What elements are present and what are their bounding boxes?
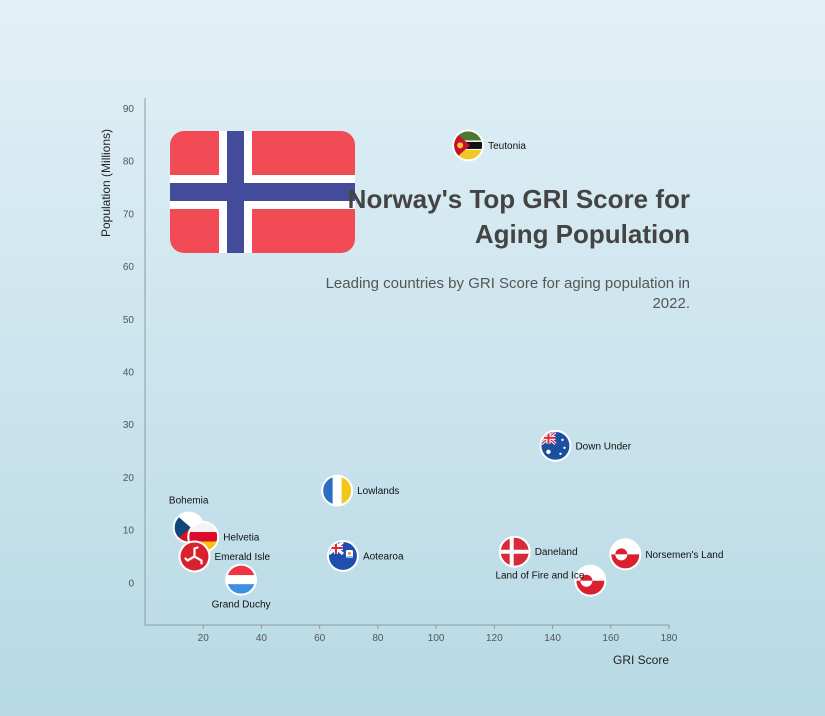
point-label-teutonia: Teutonia [488, 141, 526, 152]
x-tick-label: 60 [314, 633, 326, 644]
point-label-daneland: Daneland [535, 547, 578, 558]
data-point-norsemen-s-land [609, 538, 642, 571]
anguilla-flag-icon [328, 541, 357, 570]
point-label-helvetia: Helvetia [223, 532, 260, 543]
x-tick-label: 180 [661, 633, 678, 644]
isle-of-man-flag-icon [180, 542, 209, 571]
point-label-grand-duchy: Grand Duchy [212, 600, 271, 611]
x-tick-label: 20 [198, 633, 210, 644]
point-label-down-under: Down Under [575, 441, 631, 452]
y-tick-label: 30 [123, 420, 135, 431]
chart-subtitle: Leading countries by GRI Score for aging… [325, 275, 690, 312]
mozambique-flag-icon [454, 131, 483, 160]
x-tick-label: 80 [372, 633, 384, 644]
y-tick-label: 40 [123, 368, 135, 379]
y-tick-label: 0 [128, 578, 134, 589]
data-point-daneland [498, 535, 531, 568]
point-label-land-of-fire-and-ice: Land of Fire and Ice [495, 571, 584, 582]
data-point-land-of-fire-and-ice [574, 564, 607, 597]
y-tick-label: 50 [123, 315, 135, 326]
y-tick-label: 20 [123, 473, 135, 484]
x-tick-label: 120 [486, 633, 503, 644]
x-tick-label: 160 [602, 633, 619, 644]
y-tick-label: 80 [123, 157, 135, 168]
x-tick-label: 100 [428, 633, 445, 644]
data-point-emerald-isle [178, 540, 211, 573]
y-tick-label: 60 [123, 262, 135, 273]
x-tick-label: 140 [544, 633, 561, 644]
y-tick-label: 70 [123, 209, 135, 220]
y-tick-label: 90 [123, 104, 135, 115]
point-label-lowlands: Lowlands [357, 486, 399, 497]
data-point-grand-duchy [225, 563, 258, 596]
canary-flag-icon [323, 476, 352, 505]
australia-flag-icon [541, 431, 570, 460]
title-block: Norway's Top GRI Score for Aging Populat… [310, 182, 690, 314]
data-point-aotearoa [326, 539, 359, 572]
x-tick-label: 40 [256, 633, 268, 644]
x-axis-title: GRI Score [613, 653, 669, 667]
luxembourg-flag-icon [227, 565, 256, 594]
denmark-flag-icon [500, 537, 529, 566]
point-label-norsemen-s-land: Norsemen's Land [645, 550, 723, 561]
greenland-flag-icon [611, 540, 640, 569]
chart-title: Norway's Top GRI Score for Aging Populat… [347, 184, 690, 249]
data-point-down-under [539, 429, 572, 462]
data-point-lowlands [321, 474, 354, 507]
greenland-flag-icon [576, 566, 605, 595]
y-tick-label: 10 [123, 526, 135, 537]
data-point-teutonia [452, 129, 485, 162]
y-axis-title: Population (Millions) [99, 129, 113, 237]
norway-flag-icon [170, 131, 355, 253]
point-label-emerald-isle: Emerald Isle [214, 552, 270, 563]
point-label-aotearoa: Aotearoa [363, 551, 404, 562]
point-label-bohemia: Bohemia [169, 496, 209, 507]
